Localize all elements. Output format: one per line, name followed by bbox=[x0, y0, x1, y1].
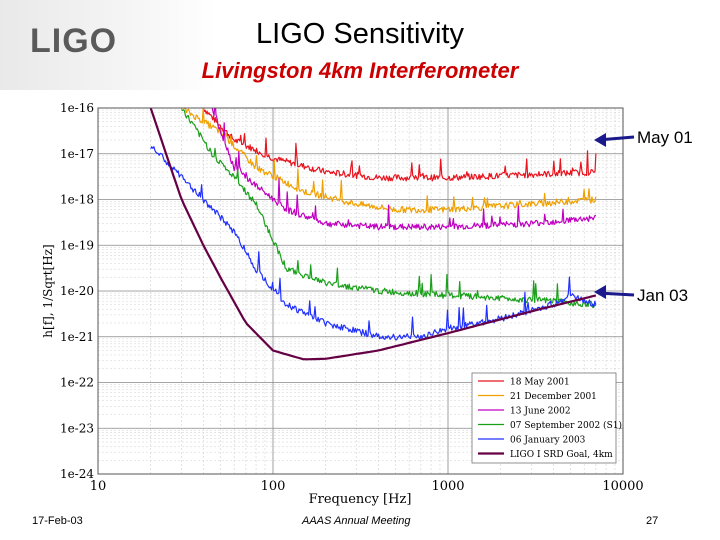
callout-may01: May 01 bbox=[594, 128, 693, 147]
callout-arrowhead-jan03 bbox=[594, 285, 606, 299]
y-tick-label: 1e-20 bbox=[60, 284, 94, 298]
x-axis-label: Frequency [Hz] bbox=[309, 492, 412, 507]
y-tick-label: 1e-18 bbox=[60, 193, 94, 207]
footer-date: 17-Feb-03 bbox=[32, 515, 83, 527]
legend-box bbox=[471, 372, 617, 464]
legend-label: 06 January 2003 bbox=[510, 436, 586, 446]
slide-title: LIGO Sensitivity bbox=[256, 18, 464, 50]
tick-labels: 10 100 1000 10000 1e-16 1e-17 1e-18 1e-19 1e-20 1… bbox=[60, 101, 644, 494]
slide-subtitle: Livingston 4km Interferometer bbox=[201, 58, 519, 83]
footer-meeting: AAAS Annual Meeting bbox=[302, 515, 411, 527]
legend-label: 21 December 2001 bbox=[510, 392, 597, 402]
y-tick-label: 1e-16 bbox=[60, 101, 94, 115]
y-tick-label: 1e-17 bbox=[60, 147, 94, 161]
y-axis-label: h[f], 1/Sqrt[Hz] bbox=[41, 244, 55, 337]
y-tick-label: 1e-23 bbox=[60, 421, 94, 435]
callout-label-jan03: Jan 03 bbox=[637, 286, 688, 305]
legend-label: 13 June 2002 bbox=[510, 407, 571, 417]
legend-label: 07 September 2002 (S1) bbox=[510, 420, 622, 431]
x-tick-label: 10000 bbox=[602, 479, 643, 494]
series-line bbox=[202, 108, 597, 182]
plot-frame bbox=[97, 107, 624, 475]
legend: 18 May 2001 21 December 2001 13 June 2002 0… bbox=[471, 372, 622, 464]
series-line bbox=[150, 146, 597, 341]
series-line bbox=[149, 108, 597, 361]
logo-band bbox=[0, 0, 720, 90]
x-tick-label: 100 bbox=[261, 479, 286, 494]
callout-label-may01: May 01 bbox=[637, 128, 693, 147]
x-tick-label: 1000 bbox=[431, 479, 464, 494]
ligo-logo: LIGO bbox=[30, 22, 118, 60]
x-tick-label: 10 bbox=[90, 479, 107, 494]
legend-label: LIGO I SRD Goal, 4km bbox=[510, 450, 613, 460]
series-group bbox=[149, 108, 597, 361]
series-line bbox=[211, 108, 596, 231]
callout-jan03: Jan 03 bbox=[594, 285, 688, 305]
y-tick-label: 1e-24 bbox=[60, 467, 94, 481]
series-line bbox=[181, 109, 597, 309]
callout-arrowhead-may01 bbox=[594, 133, 606, 147]
legend-label: 18 May 2001 bbox=[510, 378, 570, 388]
footer-page-number: 27 bbox=[646, 515, 659, 527]
y-tick-label: 1e-21 bbox=[60, 330, 94, 344]
y-tick-label: 1e-22 bbox=[60, 376, 94, 390]
y-tick-label: 1e-19 bbox=[60, 238, 94, 252]
